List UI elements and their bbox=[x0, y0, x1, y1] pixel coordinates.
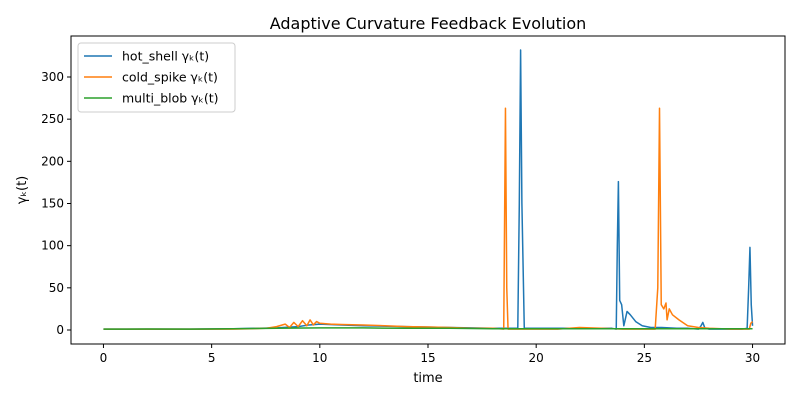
y-tick-label: 0 bbox=[56, 323, 64, 337]
x-tick-label: 10 bbox=[312, 351, 327, 365]
y-tick-label: 100 bbox=[41, 239, 64, 253]
legend-label-0: hot_shell γₖ(t) bbox=[122, 49, 209, 64]
y-tick-label: 300 bbox=[41, 70, 64, 84]
legend-label-2: multi_blob γₖ(t) bbox=[122, 91, 219, 106]
legend-box bbox=[77, 42, 236, 113]
legend: hot_shell γₖ(t) cold_spike γₖ(t) multi_blo… bbox=[77, 42, 236, 113]
series-layer bbox=[103, 49, 754, 330]
x-tick-label: 15 bbox=[420, 351, 435, 365]
x-tick-label: 25 bbox=[637, 351, 652, 365]
x-axis-label: time bbox=[413, 371, 442, 386]
series-line-1 bbox=[103, 107, 754, 330]
y-tick-label: 50 bbox=[49, 281, 64, 295]
y-tick-label: 200 bbox=[41, 154, 64, 168]
x-tick-label: 20 bbox=[529, 351, 544, 365]
y-tick-label: 250 bbox=[41, 112, 64, 126]
series-line-2 bbox=[103, 327, 753, 330]
legend-label-1: cold_spike γₖ(t) bbox=[122, 70, 218, 85]
x-axis: 0 5 10 15 20 25 30 bbox=[100, 344, 760, 365]
x-tick-label: 30 bbox=[745, 351, 760, 365]
x-tick-label: 5 bbox=[208, 351, 216, 365]
x-tick-label: 0 bbox=[100, 351, 108, 365]
chart-title: Adaptive Curvature Feedback Evolution bbox=[270, 14, 587, 33]
y-tick-label: 150 bbox=[41, 196, 64, 210]
y-axis-label: γₖ(t) bbox=[15, 176, 30, 204]
y-axis: 0 50 100 150 200 250 300 bbox=[41, 70, 71, 337]
